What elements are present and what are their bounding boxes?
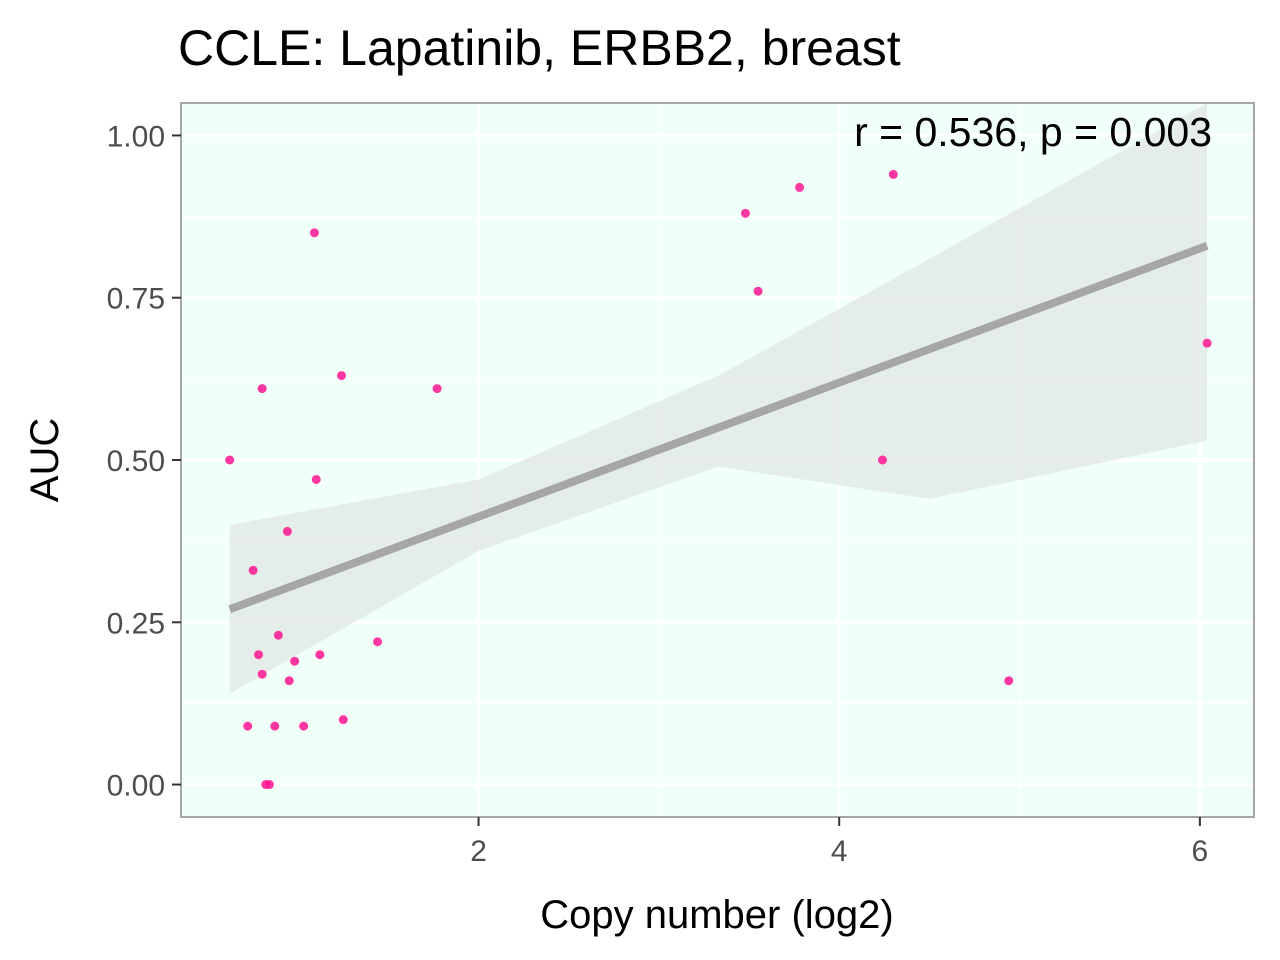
data-point	[373, 637, 383, 647]
data-point	[257, 669, 267, 679]
data-point	[254, 650, 264, 660]
y-tick-label: 0.00	[107, 770, 165, 803]
data-point	[1202, 338, 1212, 348]
data-point	[299, 721, 309, 731]
x-tick-label: 6	[1192, 835, 1209, 868]
data-point	[248, 565, 258, 575]
chart-title: CCLE: Lapatinib, ERBB2, breast	[178, 20, 901, 76]
data-point	[338, 715, 348, 725]
data-point	[878, 455, 888, 465]
y-tick-label: 1.00	[107, 120, 165, 153]
data-point	[309, 228, 319, 238]
data-point	[273, 630, 283, 640]
y-axis: 0.00 0.25 0.50 0.75 1.00	[107, 120, 181, 803]
data-point	[315, 650, 325, 660]
data-point	[432, 384, 442, 394]
confidence-band	[229, 103, 1208, 694]
data-points	[225, 169, 1212, 790]
data-point	[1004, 676, 1014, 686]
data-point	[284, 676, 294, 686]
correlation-annotation: r = 0.536, p = 0.003	[854, 109, 1212, 155]
data-point	[270, 721, 280, 731]
y-tick-label: 0.75	[107, 283, 165, 316]
data-point	[795, 182, 805, 192]
data-point	[282, 526, 292, 536]
data-point	[225, 455, 235, 465]
data-point	[740, 208, 750, 218]
x-tick-label: 2	[470, 835, 487, 868]
y-axis-title: AUC	[23, 418, 67, 502]
y-tick-label: 0.50	[107, 445, 165, 478]
data-point	[290, 656, 300, 666]
x-axis-title: Copy number (log2)	[540, 893, 894, 937]
x-axis: 2 4 6	[470, 817, 1208, 868]
data-point	[257, 384, 267, 394]
data-point	[753, 286, 763, 296]
plot-panel: r = 0.536, p = 0.003	[180, 102, 1255, 818]
data-point	[243, 721, 253, 731]
y-tick-label: 0.25	[107, 607, 165, 640]
regression-line	[228, 242, 1209, 614]
data-point	[264, 780, 274, 790]
data-point	[311, 474, 321, 484]
x-tick-label: 4	[831, 835, 848, 868]
data-point	[888, 169, 898, 179]
data-point	[336, 371, 346, 381]
